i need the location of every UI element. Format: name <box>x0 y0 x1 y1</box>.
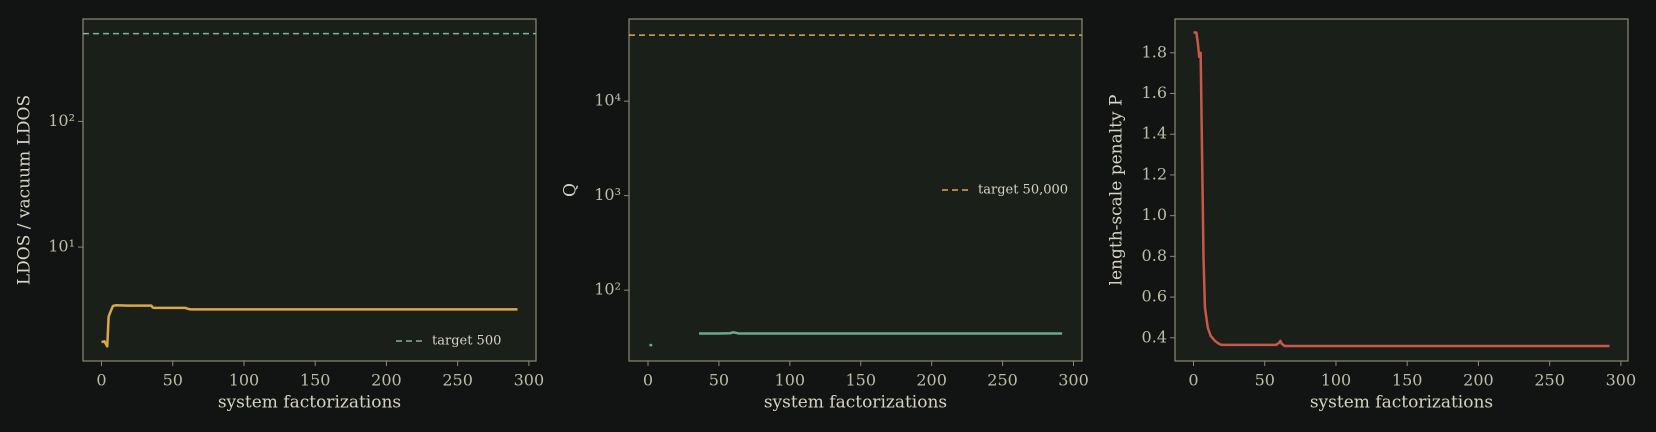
y-tick-label: 1.6 <box>1142 83 1167 102</box>
y-axis-label: length-scale penalty P <box>1107 95 1127 286</box>
x-axis-label: system factorizations <box>764 393 947 413</box>
y-tick-label: 0.6 <box>1142 287 1167 306</box>
plot-area <box>628 18 1083 362</box>
y-tick-label: 10¹ <box>48 237 75 256</box>
x-tick-label: 300 <box>514 371 545 390</box>
y-tick-label: 10⁴ <box>594 91 621 110</box>
x-axis-label: system factorizations <box>218 393 401 413</box>
y-tick-label: 0.4 <box>1142 327 1167 346</box>
data-line <box>1193 31 1610 348</box>
x-tick-label: 250 <box>442 371 473 390</box>
y-axis-label: Q <box>561 183 581 197</box>
x-tick-label: 0 <box>643 371 653 390</box>
y-tick-label: 10² <box>48 111 75 130</box>
x-tick-label: 150 <box>845 371 876 390</box>
x-tick-label: 100 <box>775 371 806 390</box>
data-line <box>101 304 518 348</box>
x-tick-label: 50 <box>709 371 729 390</box>
x-tick-label: 50 <box>163 371 183 390</box>
y-axis-label: LDOS / vacuum LDOS <box>15 95 35 285</box>
x-tick-label: 50 <box>1255 371 1275 390</box>
y-tick-label: 1.8 <box>1142 42 1167 61</box>
x-axis-label: system factorizations <box>1310 393 1493 413</box>
x-tick-label: 250 <box>987 371 1018 390</box>
y-tick-label: 10² <box>594 280 621 299</box>
x-tick-label: 200 <box>371 371 402 390</box>
y-tick-label: 0.8 <box>1142 246 1167 265</box>
x-tick-label: 300 <box>1058 371 1089 390</box>
x-tick-label: 0 <box>1188 371 1198 390</box>
x-tick-label: 100 <box>229 371 260 390</box>
x-tick-label: 300 <box>1606 371 1637 390</box>
y-tick-label: 1.0 <box>1142 205 1167 224</box>
legend-label: target 50,000 <box>978 183 1068 198</box>
x-tick-label: 200 <box>1463 371 1494 390</box>
x-tick-label: 200 <box>916 371 947 390</box>
plot-area <box>82 18 537 362</box>
y-tick-label: 1.4 <box>1142 124 1167 143</box>
data-line <box>649 331 1063 347</box>
x-tick-label: 100 <box>1321 371 1352 390</box>
legend-label: target 500 <box>432 334 501 349</box>
x-tick-label: 150 <box>300 371 331 390</box>
plot-area <box>1174 18 1629 362</box>
y-tick-label: 10³ <box>594 185 621 204</box>
x-tick-label: 150 <box>1392 371 1423 390</box>
x-tick-label: 0 <box>96 371 106 390</box>
x-tick-label: 250 <box>1534 371 1565 390</box>
y-tick-label: 1.2 <box>1142 164 1167 183</box>
